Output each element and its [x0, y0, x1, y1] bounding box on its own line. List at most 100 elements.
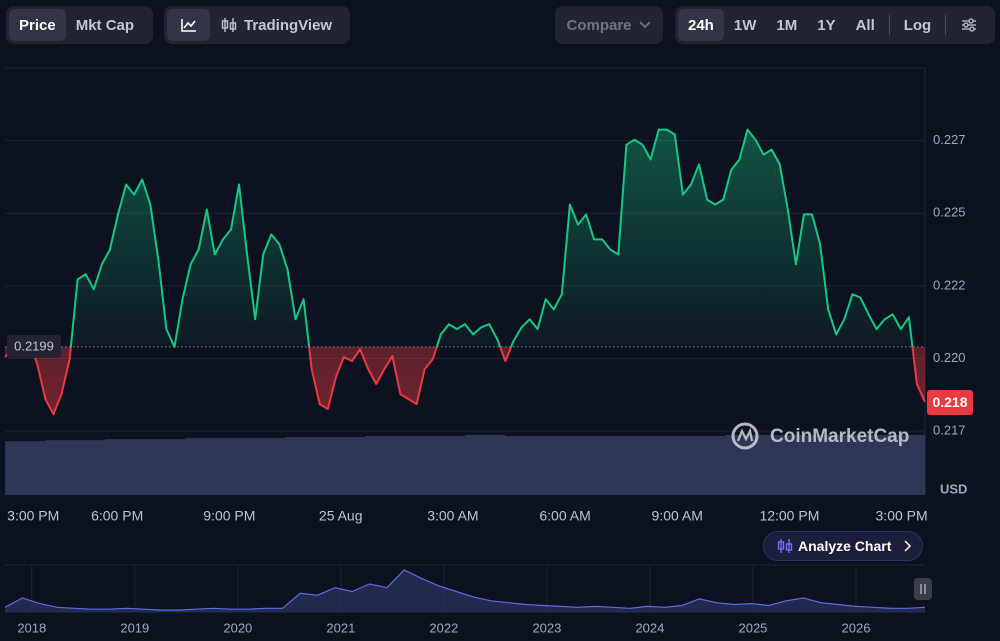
- range-tab[interactable]: All: [855, 16, 875, 34]
- y-tick-label: 0.225: [933, 205, 966, 220]
- x-tick-label: 3:00 AM: [427, 508, 478, 524]
- volume-bar: [865, 435, 886, 495]
- volume-bar: [845, 435, 866, 495]
- navigator-year-label: 2022: [429, 620, 458, 635]
- volume-bar: [625, 436, 646, 495]
- volume-bar: [585, 436, 606, 495]
- volume-bar: [125, 439, 146, 495]
- volume-bar: [805, 435, 826, 495]
- navigator-year-label: 2021: [326, 620, 355, 635]
- range-tab[interactable]: 1Y: [817, 16, 836, 34]
- navigator-year-label: 2018: [17, 620, 46, 635]
- x-tick-label: 9:00 PM: [203, 508, 255, 524]
- y-tick-label: 0.227: [933, 132, 966, 147]
- price-tabs: Price Mkt Cap: [6, 6, 153, 44]
- x-tick-label: 12:00 PM: [759, 508, 819, 524]
- analyze-chart-button[interactable]: Analyze Chart: [763, 531, 923, 561]
- volume-bar: [85, 440, 106, 495]
- volume-bar: [225, 438, 246, 495]
- watermark-logo: [731, 422, 759, 450]
- line-icon: [180, 19, 196, 32]
- volume-bar: [505, 436, 526, 495]
- volume-bar: [425, 436, 446, 495]
- volume-bar: [365, 436, 386, 495]
- volume-bar: [645, 436, 666, 495]
- volume-bar: [245, 438, 266, 495]
- y-tick-label: 0.217: [933, 423, 966, 438]
- volume-bar: [685, 436, 706, 495]
- settings-icon: [962, 18, 977, 32]
- x-tick-label: 6:00 AM: [539, 508, 590, 524]
- x-tick-label: 9:00 AM: [652, 508, 703, 524]
- y-tick-label: 0.220: [933, 350, 966, 365]
- volume-bar: [265, 438, 286, 495]
- volume-bar: [405, 436, 426, 495]
- watermark: CoinMarketCap: [731, 422, 909, 450]
- volume-bar: [165, 439, 186, 495]
- volume-bar: [525, 436, 546, 495]
- volume-bar: [445, 436, 466, 495]
- line-chart-button[interactable]: [167, 9, 210, 41]
- navigator-year-label: 2025: [738, 620, 767, 635]
- price-line: [4, 128, 926, 416]
- navigator-handle[interactable]: [914, 578, 932, 600]
- volume-bar: [765, 435, 786, 495]
- volume-bar: [345, 437, 366, 495]
- range-tab[interactable]: 1W: [733, 16, 757, 34]
- volume-bar: [905, 435, 926, 495]
- volume-bar: [565, 436, 586, 495]
- volume-bar: [25, 441, 46, 495]
- price-area: [5, 129, 925, 415]
- volume-bar: [665, 436, 686, 495]
- chart-type: TradingView: [164, 6, 350, 44]
- tab-price[interactable]: Price: [9, 9, 66, 41]
- volume-bar: [65, 440, 86, 495]
- range-tabs: 24h 1W 1M 1Y All Log: [675, 6, 995, 44]
- navigator-year-label: 2020: [223, 620, 252, 635]
- range-tab[interactable]: 24h: [678, 9, 724, 41]
- volume-bar: [5, 441, 26, 495]
- baseline-tag: [7, 334, 61, 358]
- volume-bar: [745, 435, 766, 495]
- volume-bar: [205, 438, 226, 495]
- tradingview-button[interactable]: TradingView: [210, 9, 342, 41]
- range-tab[interactable]: 1M: [776, 16, 798, 34]
- volume-bar: [185, 438, 206, 495]
- x-tick-label: 6:00 PM: [91, 508, 143, 524]
- chevron: [638, 21, 651, 29]
- volume-bar: [785, 435, 806, 495]
- candle-icon: [221, 18, 237, 32]
- current-price-tag: [927, 390, 973, 416]
- separator: [888, 15, 890, 35]
- analyze-icon: [777, 539, 793, 553]
- volume-bar: [885, 435, 906, 495]
- volume-bar: [825, 435, 846, 495]
- volume-bar: [545, 436, 566, 495]
- volume-bar: [305, 437, 326, 495]
- x-tick-label: 3:00 PM: [876, 508, 928, 524]
- chevron-right: [904, 540, 912, 552]
- volume-bar: [485, 435, 506, 495]
- navigator-year-label: 2023: [532, 620, 561, 635]
- tab-mktcap[interactable]: Mkt Cap: [75, 16, 135, 34]
- settings-button[interactable]: [950, 9, 988, 41]
- compare[interactable]: Compare: [555, 6, 663, 44]
- tradingview-label: TradingView: [244, 16, 333, 34]
- baseline-label: 0.2199: [14, 338, 54, 353]
- volume-bar: [45, 440, 66, 495]
- navigator-handle-grip: [920, 584, 926, 594]
- log-button[interactable]: Log: [903, 16, 932, 34]
- volume-bar: [105, 439, 126, 495]
- navigator-year-label: 2026: [842, 620, 871, 635]
- volume-bar: [325, 437, 346, 495]
- volume-bar: [145, 439, 166, 495]
- volume-bar: [605, 436, 626, 495]
- navigator-area: [5, 570, 925, 612]
- navigator-line: [4, 569, 926, 611]
- compare-label: Compare: [566, 16, 632, 34]
- volume-bar: [465, 435, 486, 495]
- volume-bar: [725, 435, 746, 495]
- watermark-label: CoinMarketCap: [770, 426, 909, 447]
